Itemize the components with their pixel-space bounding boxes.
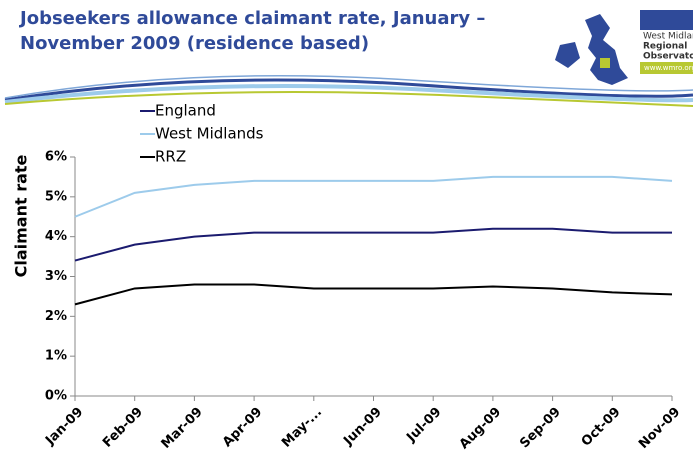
logo-text: Observatory: [643, 52, 693, 62]
logo-url: www.wmro.org: [644, 64, 693, 72]
x-tick-label: Aug-09: [457, 405, 504, 452]
legend-label: England: [155, 102, 216, 120]
y-tick-label: 2%: [45, 309, 67, 324]
chart-title: Jobseekers allowance claimant rate, Janu…: [18, 8, 485, 54]
x-tick-label: Sep-09: [517, 405, 564, 452]
logo: West Midlands Regional Observatory www.w…: [640, 10, 693, 74]
y-tick-label: 5%: [45, 189, 67, 204]
y-tick-label: 6%: [45, 150, 67, 165]
y-axis-label: Claimant rate: [12, 154, 31, 277]
x-tick-label: Jun-09: [340, 405, 384, 449]
title-line: Jobseekers allowance claimant rate, Janu…: [18, 8, 485, 29]
x-tick-label: Jul-09: [403, 405, 444, 446]
x-tick-label: Feb-09: [100, 405, 146, 451]
uk-map: [555, 14, 628, 85]
x-tick-label: Jan-09: [42, 405, 86, 449]
y-tick-label: 1%: [45, 349, 67, 364]
x-tick-label: May-...: [279, 405, 325, 451]
line-series: [74, 227, 672, 262]
logo-text: Regional: [643, 42, 687, 52]
x-tick-label: Mar-09: [159, 405, 206, 452]
legend-label: RRZ: [155, 148, 186, 166]
y-tick-label: 0%: [45, 389, 67, 404]
x-tick-label: Oct-09: [579, 405, 624, 450]
title-line: November 2009 (residence based): [20, 33, 369, 54]
logo-text: West Midlands: [643, 32, 693, 42]
x-tick-label: Nov-09: [636, 405, 683, 452]
legend-label: West Midlands: [155, 125, 264, 143]
y-tick-label: 4%: [45, 229, 67, 244]
line-series: [74, 175, 673, 218]
line-series: [74, 283, 673, 306]
y-tick-label: 3%: [45, 269, 67, 284]
swoosh: [4, 75, 693, 107]
x-tick-label: Apr-09: [220, 405, 265, 450]
